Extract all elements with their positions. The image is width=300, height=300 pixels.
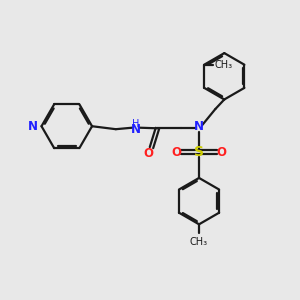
Text: O: O: [172, 146, 182, 159]
Text: N: N: [28, 120, 38, 133]
Text: S: S: [194, 145, 204, 159]
Text: CH₃: CH₃: [190, 237, 208, 247]
Text: N: N: [194, 120, 204, 133]
Text: CH₃: CH₃: [214, 60, 232, 70]
Text: N: N: [131, 123, 141, 136]
Text: O: O: [217, 146, 226, 159]
Text: O: O: [143, 147, 154, 160]
Text: H: H: [132, 118, 140, 128]
